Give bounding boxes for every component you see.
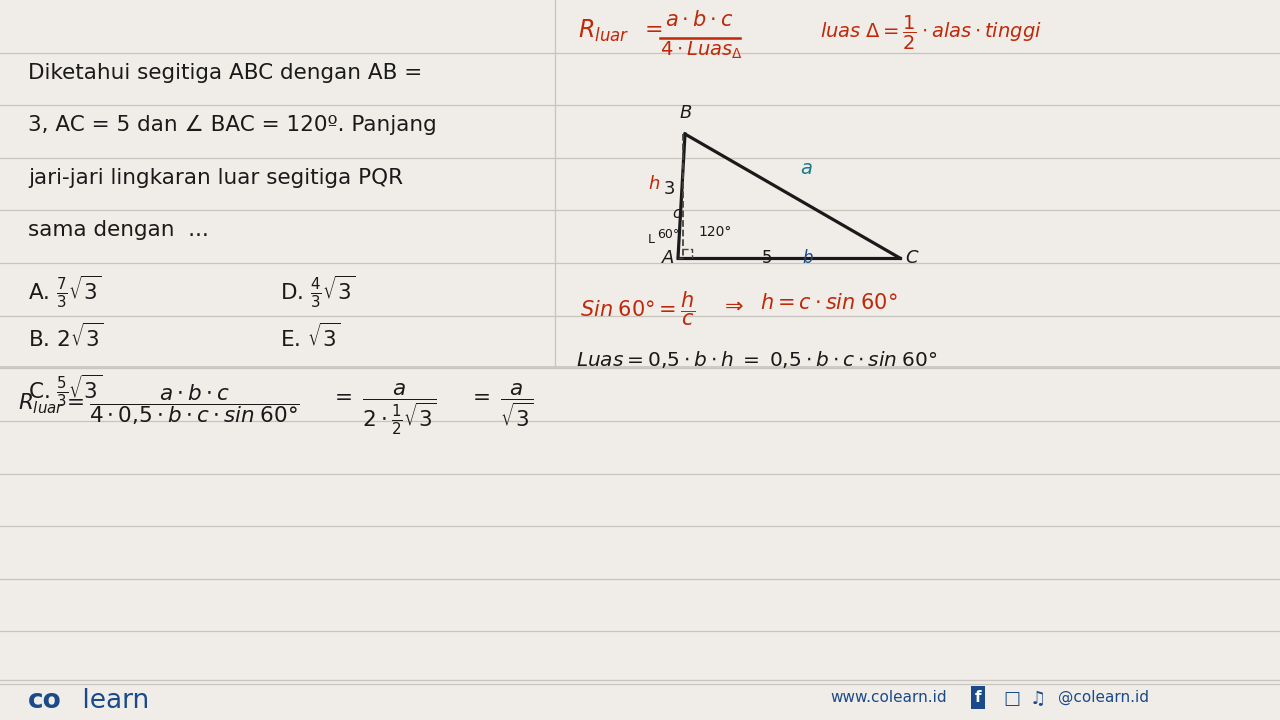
Text: $Luas = 0{,}5 \cdot b \cdot h \;=\; 0{,}5 \cdot b \cdot c \cdot sin\;60°$: $Luas = 0{,}5 \cdot b \cdot h \;=\; 0{,}… (576, 349, 938, 371)
Text: $= \;\dfrac{\mathit{a}}{2 \cdot \frac{1}{2}\sqrt{3}}$: $= \;\dfrac{\mathit{a}}{2 \cdot \frac{1}… (330, 382, 436, 438)
Text: C: C (905, 249, 918, 267)
Text: @colearn.id: @colearn.id (1059, 690, 1149, 705)
Text: $\mathit{R}_{luar} = \dfrac{\mathit{a} \cdot \mathit{b} \cdot \mathit{c}}{4 \cdo: $\mathit{R}_{luar} = \dfrac{\mathit{a} \… (18, 382, 300, 427)
Text: 3, AC = 5 dan ∠ BAC = 120º. Panjang: 3, AC = 5 dan ∠ BAC = 120º. Panjang (28, 115, 436, 135)
Text: www.colearn.id: www.colearn.id (829, 690, 947, 705)
Text: $\mathit{luas}\;\Delta = \dfrac{1}{2} \cdot \mathit{alas} \cdot \mathit{tinggi}$: $\mathit{luas}\;\Delta = \dfrac{1}{2} \c… (820, 14, 1042, 52)
Text: Diketahui segitiga ABC dengan AB =: Diketahui segitiga ABC dengan AB = (28, 63, 422, 83)
Text: jari-jari lingkaran luar segitiga PQR: jari-jari lingkaran luar segitiga PQR (28, 168, 403, 188)
Text: B. $2\sqrt{3}$: B. $2\sqrt{3}$ (28, 323, 104, 351)
Text: A. $\frac{7}{3}\sqrt{3}$: A. $\frac{7}{3}\sqrt{3}$ (28, 273, 102, 310)
Text: b: b (803, 249, 813, 267)
Text: $= \;\dfrac{\mathit{a}}{\sqrt{3}}$: $= \;\dfrac{\mathit{a}}{\sqrt{3}}$ (468, 382, 534, 429)
Text: E. $\sqrt{3}$: E. $\sqrt{3}$ (280, 323, 340, 351)
Text: h: h (648, 175, 659, 193)
Text: $h = c \cdot \mathit{sin}\;60°$: $h = c \cdot \mathit{sin}\;60°$ (760, 293, 897, 313)
Text: a: a (800, 158, 812, 178)
Text: c: c (672, 207, 681, 222)
Text: sama dengan  ...: sama dengan ... (28, 220, 209, 240)
Text: 3: 3 (664, 179, 676, 197)
Text: 60°: 60° (657, 228, 680, 241)
Text: f: f (975, 690, 982, 705)
Text: A: A (662, 249, 675, 267)
Text: $\Rightarrow$: $\Rightarrow$ (719, 296, 744, 316)
Text: ♫: ♫ (1030, 690, 1046, 708)
Text: 5: 5 (762, 249, 773, 267)
Text: $4 \cdot \mathit{Luas}_\Delta$: $4 \cdot \mathit{Luas}_\Delta$ (660, 40, 742, 61)
Text: co: co (28, 688, 61, 714)
Text: $=$: $=$ (640, 18, 663, 38)
Text: □: □ (1004, 690, 1020, 708)
Text: learn: learn (74, 688, 150, 714)
Text: D. $\frac{4}{3}\sqrt{3}$: D. $\frac{4}{3}\sqrt{3}$ (280, 273, 356, 310)
Text: $\it{R}_{luar}$: $\it{R}_{luar}$ (579, 18, 630, 44)
Text: $\mathit{a} \cdot \mathit{b} \cdot \mathit{c}$: $\mathit{a} \cdot \mathit{b} \cdot \math… (666, 10, 733, 30)
Text: C. $\frac{5}{3}\sqrt{3}$: C. $\frac{5}{3}\sqrt{3}$ (28, 372, 102, 409)
Text: $\mathit{Sin}\;60° = \dfrac{\mathit{h}}{\mathit{c}}$: $\mathit{Sin}\;60° = \dfrac{\mathit{h}}{… (580, 290, 696, 328)
Text: B: B (680, 104, 692, 122)
Text: 120°: 120° (698, 225, 731, 239)
Text: L: L (648, 233, 655, 246)
